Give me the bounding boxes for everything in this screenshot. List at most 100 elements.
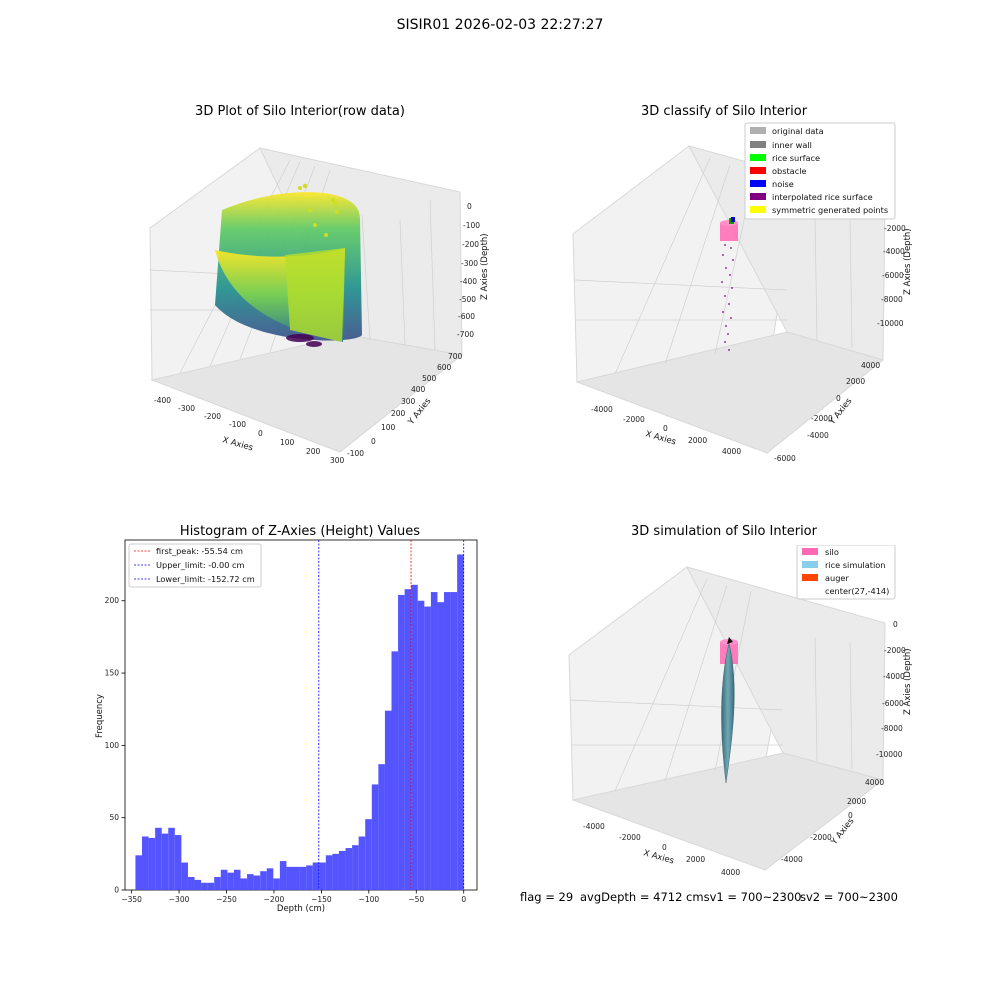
- raw-y-tick: 600: [437, 363, 452, 372]
- histogram-bar: [424, 606, 431, 890]
- x-tick-label: −50: [408, 895, 424, 904]
- sim-z-label: Z Axies (Depth): [903, 648, 913, 715]
- classify-y-tick: 0: [836, 394, 841, 403]
- histogram-bar: [273, 878, 280, 890]
- legend-label: rice simulation: [825, 560, 885, 570]
- simulation-legend: silo rice simulation auger center(27,-41…: [796, 545, 896, 600]
- classify-x-tick: -2000: [623, 415, 645, 424]
- front-panel-points: [285, 248, 345, 342]
- sim-y-label: Y Axies: [829, 816, 857, 848]
- histogram-bar: [279, 861, 287, 890]
- legend-swatch: [802, 548, 818, 555]
- histogram-bar: [168, 827, 175, 890]
- histogram-bar: [227, 872, 234, 890]
- rice-simulation-surface: [721, 642, 735, 784]
- classify-plot-title: 3D classify of Silo Interior: [640, 104, 808, 119]
- classify-x-tick: -4000: [591, 405, 613, 414]
- histogram-bar: [306, 865, 313, 890]
- sim-z-tick: -10000: [876, 750, 903, 759]
- raw-y-tick: 0: [371, 437, 376, 446]
- histogram-bar: [371, 784, 379, 890]
- raw-x-tick: -400: [154, 396, 171, 405]
- legend-swatch: [750, 141, 766, 148]
- histogram-bar: [404, 589, 412, 890]
- histogram-title: Histogram of Z-Axies (Height) Values: [179, 524, 421, 539]
- classify-z-tick: -8000: [881, 295, 903, 304]
- histogram-bar: [194, 879, 202, 890]
- raw-x-tick: -200: [204, 412, 221, 421]
- histogram-bar: [437, 602, 445, 890]
- legend-swatch: [802, 561, 818, 568]
- histogram-bar: [430, 592, 438, 890]
- classify-z-tick: -6000: [882, 271, 904, 280]
- legend-label: interpolated rice surface: [772, 192, 873, 202]
- sv2-text: sv2 = 700~2300: [800, 890, 898, 904]
- x-tick-label: −150: [311, 895, 332, 904]
- histogram-bar: [247, 874, 254, 890]
- histogram-bar: [220, 869, 228, 890]
- raw-y-tick: -100: [347, 449, 364, 458]
- legend-swatch: [750, 167, 766, 174]
- sim-x-tick: 2000: [686, 855, 705, 864]
- raw-x-tick: 200: [306, 447, 321, 456]
- histogram-bar: [398, 594, 405, 890]
- sim-y-tick: -2000: [810, 833, 832, 842]
- x-tick-label: −100: [359, 895, 380, 904]
- legend-label: symmetric generated points: [772, 205, 888, 215]
- sim-x-tick: -4000: [583, 822, 605, 831]
- classify-z-tick: -4000: [883, 247, 905, 256]
- classify-z-tick: -10000: [877, 319, 904, 328]
- raw-z-tick: 0: [467, 202, 472, 211]
- avg-depth-text: avgDepth = 4712 cmsv1 = 700~2300: [580, 890, 802, 904]
- x-tick-label: −300: [169, 895, 190, 904]
- classify-x-tick: 2000: [688, 436, 707, 445]
- histogram-bar: [135, 855, 143, 890]
- classify-y-tick: -6000: [774, 454, 796, 463]
- raw-z-tick: -300: [461, 259, 478, 268]
- legend-label: first_peak: -55.54 cm: [156, 546, 243, 556]
- histogram-bar: [325, 855, 333, 890]
- raw-z-tick: -600: [458, 312, 475, 321]
- histogram-bar: [332, 853, 339, 890]
- y-tick-label: 100: [105, 741, 120, 750]
- sim-y-tick: 2000: [847, 797, 866, 806]
- raw-plot-title: 3D Plot of Silo Interior(row data): [195, 104, 405, 119]
- raw-y-tick: 500: [422, 374, 437, 383]
- x-tick-label: −200: [264, 895, 285, 904]
- legend-label: original data: [772, 126, 824, 136]
- y-axis-label: Frequency: [95, 694, 105, 738]
- raw-3d-plot: -400 -300 -200 -100 0 100 200 300 X Axie…: [149, 147, 490, 465]
- y-tick-label: 0: [114, 886, 119, 895]
- raw-y-tick: 300: [401, 397, 416, 406]
- histogram-bar: [260, 871, 267, 890]
- raw-y-tick: 100: [381, 423, 396, 432]
- floor-pane: [575, 331, 885, 454]
- classify-3d-plot: -4000 -2000 0 2000 4000 X Axies -6000 -4…: [572, 122, 913, 463]
- legend-swatch: [750, 127, 766, 134]
- histogram-bar: [319, 862, 326, 890]
- raw-x-tick: -100: [229, 420, 246, 429]
- histogram-bar: [358, 836, 366, 890]
- legend-label: noise: [772, 179, 794, 189]
- raw-y-tick: 400: [411, 385, 426, 394]
- histogram-bar: [181, 862, 188, 890]
- histogram-bar: [286, 866, 294, 890]
- classify-x-label: X Axies: [644, 429, 677, 447]
- histogram-bar: [391, 651, 399, 890]
- histogram-bar: [233, 869, 241, 890]
- x-tick-label: −250: [216, 895, 237, 904]
- histogram-bar: [352, 845, 359, 890]
- legend-swatch: [750, 206, 766, 213]
- histogram-bar: [312, 862, 320, 890]
- legend-label: Lower_limit: -152.72 cm: [156, 574, 255, 584]
- raw-y-tick: 700: [448, 352, 463, 361]
- histogram-bar: [365, 819, 372, 890]
- histogram-bar: [148, 837, 156, 890]
- histogram-bar: [240, 878, 248, 890]
- histogram-bar: [201, 882, 208, 890]
- histogram-bar: [417, 600, 425, 890]
- sim-z-tick: -8000: [881, 724, 903, 733]
- figure-title: SISIR01 2026-02-03 22:27:27: [396, 17, 604, 33]
- raw-x-tick: -300: [178, 404, 195, 413]
- legend-swatch: [802, 574, 818, 581]
